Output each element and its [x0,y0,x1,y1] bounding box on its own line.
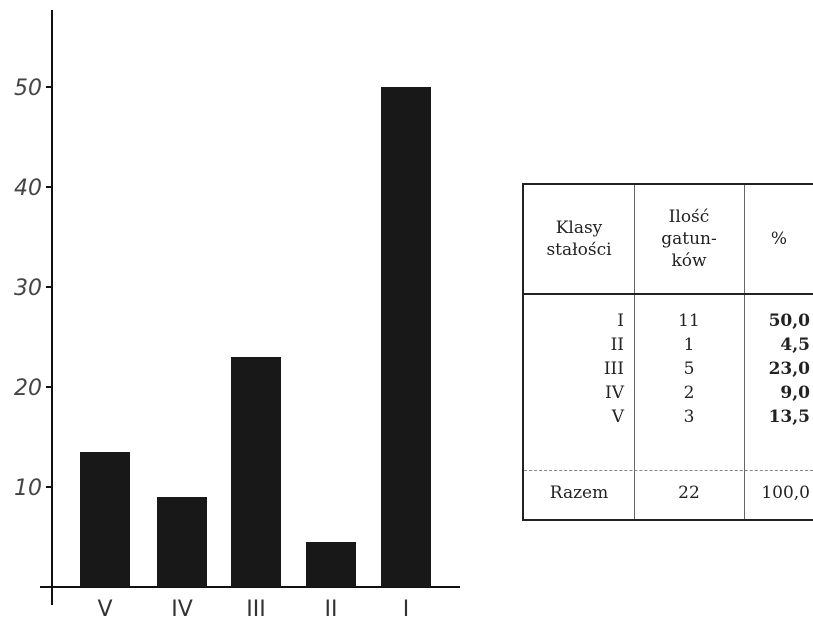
table-cell-procent: 9,0 [780,383,810,403]
bars [80,87,431,587]
y-tick-label: 40 [14,176,42,201]
table-col-divider-2 [744,185,745,519]
y-tick-label: 50 [14,76,42,101]
y-tick-label: 20 [14,376,42,401]
col-klasy: I II III IV V [524,309,624,429]
bar-ii [306,542,356,587]
col-ilosc: 11 1 5 2 3 [634,309,744,429]
table-cell-procent: 50,0 [768,311,810,331]
header-text: Ilość [668,207,710,227]
table-cell-klasa: III [603,359,624,379]
header-text: Klasy [555,218,603,238]
header-text: ków [671,251,707,271]
total-procent: 100,0 [761,483,810,503]
x-category-label: V [97,597,112,621]
table-cell-ilosc: 3 [683,407,695,427]
x-category-label: IV [171,597,193,621]
header-text: stałości [546,240,612,260]
table-cell-procent: 4,5 [780,335,810,355]
x-category-label: III [246,597,265,621]
table-header-divider [524,293,813,295]
header-ilosc-gatunkow: Ilość gatun- ków [634,185,744,293]
bar-i [381,87,431,587]
header-klasy-stalosci: Klasy stałości [524,185,634,293]
bar-iii [231,357,281,587]
y-ticks: 10 20 30 40 50 [14,76,52,501]
table-cell-ilosc: 5 [683,359,695,379]
stability-classes-table: Klasy stałości Ilość gatun- ków % I II I… [522,183,813,521]
header-text: % [770,229,788,249]
table-cell-ilosc: 11 [678,311,700,331]
x-category-label: II [325,597,338,621]
total-label: Razem [549,483,609,503]
bar-v [80,452,130,587]
table-cell-ilosc: 2 [683,383,695,403]
table-cell-ilosc: 1 [683,335,695,355]
header-percent: % [744,185,813,293]
table-cell-procent: 13,5 [768,407,810,427]
table-cell-procent: 23,0 [768,359,810,379]
category-labels: V IV III II I [97,597,409,621]
table-col-divider-1 [634,185,635,519]
y-tick-label: 10 [14,476,42,501]
table-cell-klasa: V [611,407,624,427]
total-ilosc: 22 [678,483,700,503]
y-tick-label: 30 [14,276,42,301]
table-total-divider [524,470,813,471]
x-category-label: I [403,597,410,621]
col-procent: 50,0 4,5 23,0 9,0 13,5 [746,309,810,429]
header-text: gatun- [661,229,717,249]
bar-iv [157,497,207,587]
table-cell-klasa: I [617,311,624,331]
table-cell-klasa: IV [605,383,624,403]
table-cell-klasa: II [610,335,624,355]
